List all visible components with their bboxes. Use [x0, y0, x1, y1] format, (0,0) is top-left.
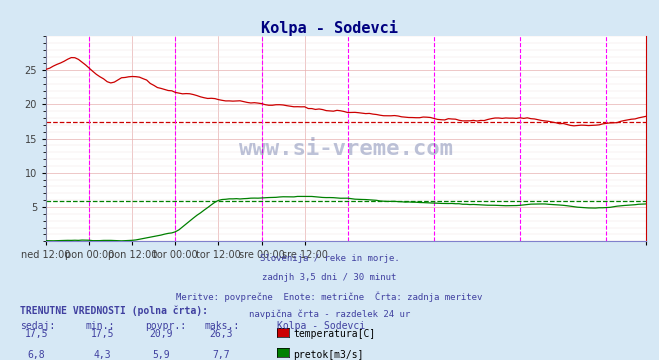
- Text: 4,3: 4,3: [94, 350, 111, 360]
- Text: 26,3: 26,3: [209, 329, 233, 339]
- Text: 5,9: 5,9: [153, 350, 170, 360]
- Text: maks.:: maks.:: [204, 321, 239, 331]
- Text: www.si-vreme.com: www.si-vreme.com: [239, 139, 453, 159]
- Text: 7,7: 7,7: [212, 350, 229, 360]
- Text: 20,9: 20,9: [150, 329, 173, 339]
- Text: temperatura[C]: temperatura[C]: [293, 329, 376, 339]
- Text: Meritve: povprečne  Enote: metrične  Črta: zadnja meritev: Meritve: povprečne Enote: metrične Črta:…: [177, 291, 482, 302]
- Text: 6,8: 6,8: [28, 350, 45, 360]
- Text: sedaj:: sedaj:: [20, 321, 55, 331]
- Text: navpična črta - razdelek 24 ur: navpična črta - razdelek 24 ur: [249, 310, 410, 319]
- Text: 17,5: 17,5: [24, 329, 48, 339]
- Text: zadnjh 3,5 dni / 30 minut: zadnjh 3,5 dni / 30 minut: [262, 273, 397, 282]
- Text: 17,5: 17,5: [90, 329, 114, 339]
- Text: Kolpa - Sodevci: Kolpa - Sodevci: [277, 321, 365, 331]
- Text: pretok[m3/s]: pretok[m3/s]: [293, 350, 364, 360]
- Text: TRENUTNE VREDNOSTI (polna črta):: TRENUTNE VREDNOSTI (polna črta):: [20, 306, 208, 316]
- Text: min.:: min.:: [86, 321, 115, 331]
- Text: povpr.:: povpr.:: [145, 321, 186, 331]
- Text: Slovenija / reke in morje.: Slovenija / reke in morje.: [260, 254, 399, 263]
- Text: Kolpa - Sodevci: Kolpa - Sodevci: [261, 20, 398, 36]
